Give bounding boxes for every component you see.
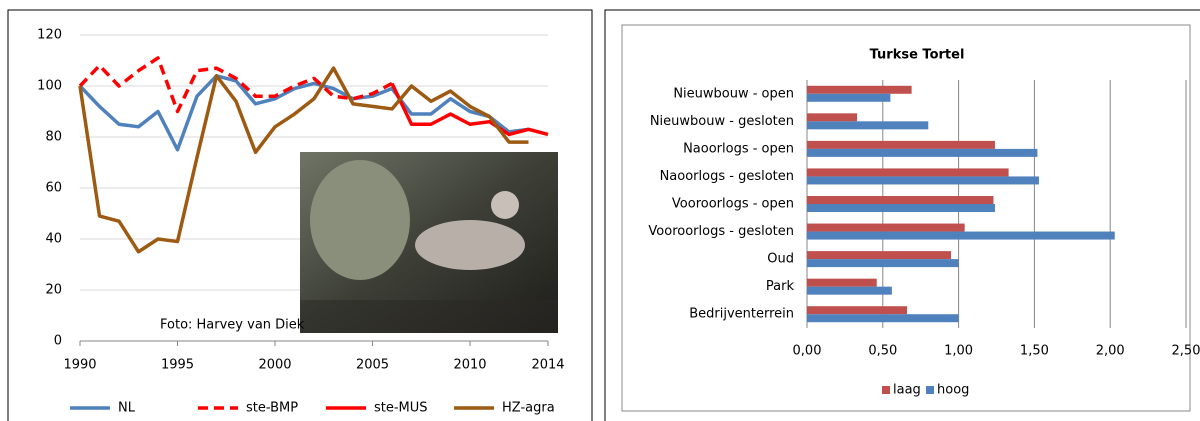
y-tick-label: 40 [45, 232, 62, 247]
legend-label: NL [118, 401, 136, 416]
x-tick-label: 2014 [531, 358, 564, 373]
bar [807, 141, 995, 149]
x-tick-label: 0,50 [868, 344, 897, 359]
y-tick-label: 60 [45, 181, 62, 196]
screenshot: 0 20 40 60 80 100 120 1990 1995 2000 2005 2010 2014 N… [0, 0, 1200, 421]
y-tick-label: Vooroorlogs - gesloten [648, 224, 794, 239]
bar [807, 94, 890, 102]
x-tick-label: 1,50 [1020, 344, 1049, 359]
bar [807, 287, 892, 295]
legend-label: ste-MUS [374, 401, 428, 416]
x-tick-label: 2,50 [1172, 344, 1200, 359]
x-tick-label: 1990 [63, 358, 96, 373]
dove [415, 220, 525, 270]
y-tick-label: 120 [37, 28, 62, 43]
photo-credit: Foto: Harvey van Diek [160, 318, 305, 333]
x-tick-label: 1,00 [944, 344, 973, 359]
bar [807, 224, 965, 232]
y-tick-label: 20 [45, 283, 62, 298]
legend-label: laag [893, 383, 921, 398]
bar [807, 306, 907, 314]
y-tick-label: 80 [45, 130, 62, 145]
page: 0 20 40 60 80 100 120 1990 1995 2000 2005 2010 2014 N… [0, 0, 1200, 421]
bar [807, 251, 951, 259]
bar [807, 149, 1037, 157]
y-tick-label: Bedrijventerrein [689, 307, 794, 322]
bar [807, 121, 928, 129]
photo-base [300, 300, 558, 333]
legend-label: ste-BMP [246, 401, 298, 416]
y-tick-label: 100 [37, 79, 62, 94]
y-tick-label: Nieuwbouw - gesloten [650, 114, 794, 129]
bar [807, 232, 1115, 240]
y-tick-label: Naoorlogs - open [683, 141, 794, 156]
x-tick-label: 0,00 [793, 344, 822, 359]
legend-swatch [882, 386, 890, 394]
y-tick-label: Oud [767, 252, 794, 267]
y-tick-label: Park [766, 279, 795, 294]
x-tick-label: 2010 [453, 358, 486, 373]
y-tick-label: Nieuwbouw - open [673, 86, 794, 101]
bar [807, 176, 1039, 184]
x-tick-label: 2000 [258, 358, 291, 373]
bar [807, 113, 857, 121]
dove-head [491, 191, 519, 219]
bar [807, 314, 959, 322]
bar [807, 279, 877, 287]
y-tick-label: Vooroorlogs - open [672, 197, 794, 212]
bar [807, 196, 993, 204]
legend-label: hoog [937, 383, 969, 398]
y-tick-label: Naoorlogs - gesloten [660, 169, 794, 184]
bar [807, 168, 1009, 176]
chart-title: Turkse Tortel [870, 48, 965, 63]
legend-swatch [926, 386, 934, 394]
statue [310, 160, 410, 280]
x-tick-label: 2,00 [1096, 344, 1125, 359]
bar [807, 86, 912, 94]
x-tick-label: 1995 [161, 358, 194, 373]
x-tick-label: 2005 [356, 358, 389, 373]
y-tick-label: 0 [54, 334, 62, 349]
legend-label: HZ-agra [502, 401, 555, 416]
bar [807, 259, 959, 267]
bar [807, 204, 995, 212]
